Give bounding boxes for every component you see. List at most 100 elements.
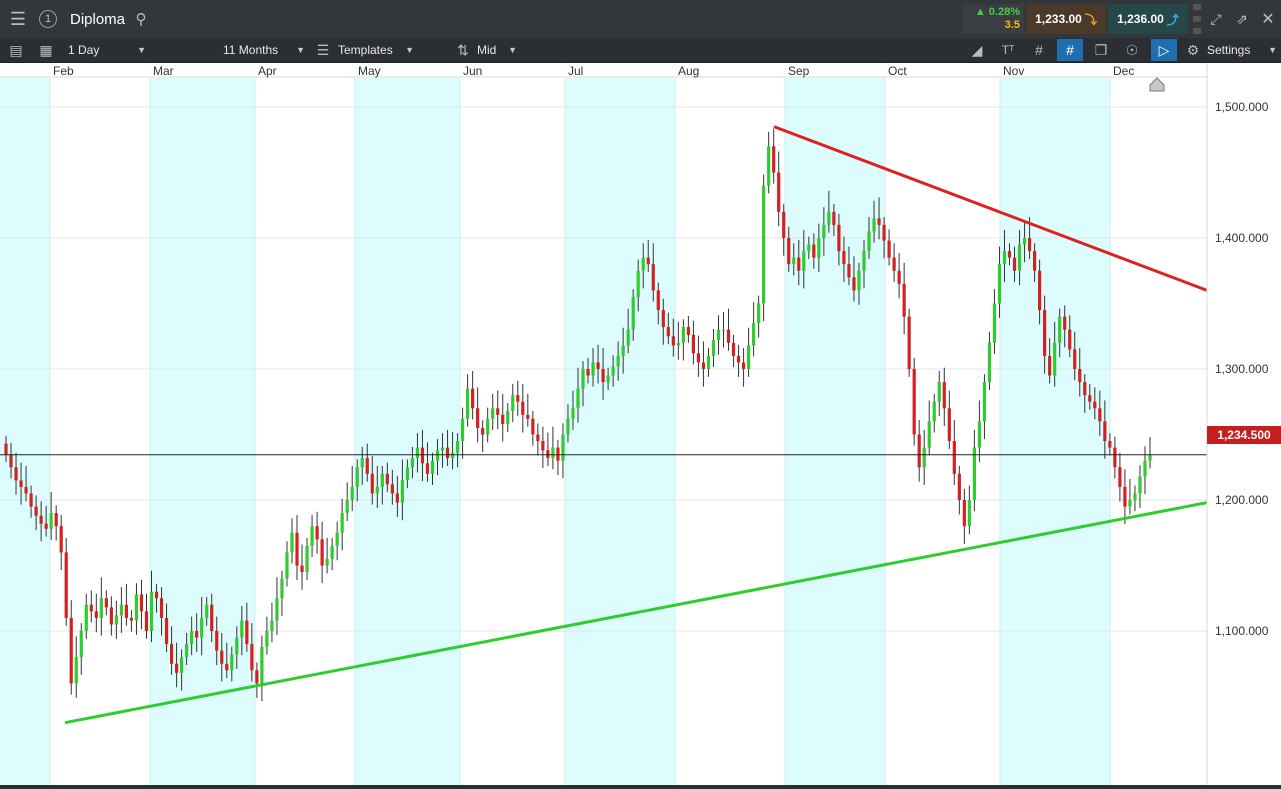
- price-type-select[interactable]: Mid ▼: [477, 38, 517, 62]
- x-tick-label: Dec: [1113, 64, 1135, 78]
- candle: [395, 475, 399, 518]
- candle: [481, 420, 485, 453]
- candle: [586, 357, 590, 384]
- candle: [139, 579, 144, 630]
- candle: [1128, 479, 1132, 515]
- candle: [957, 465, 961, 515]
- y-tick-label: 1,200.000: [1215, 493, 1269, 507]
- indicator-icon[interactable]: ☉: [1125, 41, 1139, 58]
- candle: [460, 407, 465, 459]
- candle: [972, 429, 976, 512]
- bottom-strip: [0, 785, 1281, 789]
- candle: [696, 335, 701, 377]
- hamburger-menu-icon[interactable]: ☰: [9, 8, 27, 29]
- candle: [721, 312, 726, 348]
- range-select[interactable]: 11 Months ▼: [223, 38, 305, 62]
- candle: [852, 256, 856, 302]
- window-index-badge[interactable]: 1: [39, 10, 57, 28]
- candle: [782, 203, 786, 256]
- candle: [385, 462, 389, 493]
- popout-icon[interactable]: ⇗: [1236, 10, 1248, 27]
- support-trendline[interactable]: [64, 501, 1208, 725]
- collapse-icon[interactable]: ⤢: [1210, 10, 1222, 27]
- month-band: [1000, 78, 1110, 789]
- candle: [19, 462, 23, 505]
- templates-select[interactable]: Templates ▼: [338, 38, 414, 62]
- candle: [792, 243, 796, 276]
- candle: [571, 390, 575, 430]
- candle: [360, 446, 364, 485]
- tag-icon[interactable]: ▷: [1151, 39, 1177, 61]
- crosshair-grid-icon[interactable]: #: [1057, 39, 1083, 61]
- candle: [817, 223, 821, 273]
- price-chart[interactable]: [0, 63, 1281, 789]
- home-marker-icon[interactable]: [1149, 77, 1165, 92]
- candle: [546, 432, 550, 466]
- text-tool-icon[interactable]: Tᵀ: [1001, 43, 1015, 57]
- month-band: [565, 78, 675, 789]
- chevron-down-icon: ▼: [405, 45, 414, 55]
- candle: [506, 403, 510, 432]
- sell-price-button[interactable]: 1,233.00 ⤵: [1026, 4, 1106, 34]
- x-tick-label: Nov: [1003, 64, 1025, 78]
- candle: [169, 626, 174, 675]
- candle: [425, 442, 430, 482]
- candle: [511, 384, 515, 423]
- candle: [1058, 308, 1062, 358]
- candle: [185, 632, 189, 666]
- candle: [230, 646, 234, 682]
- candle: [491, 393, 495, 430]
- candle: [962, 488, 966, 544]
- y-tick-label: 1,100.000: [1215, 624, 1269, 638]
- candle: [651, 243, 655, 302]
- resistance-trendline[interactable]: [773, 125, 1208, 292]
- settings-select[interactable]: Settings ▼: [1207, 38, 1277, 62]
- change-absolute: 3.5: [1004, 19, 1020, 31]
- candle: [225, 642, 229, 679]
- candle: [405, 459, 410, 489]
- interval-select[interactable]: 1 Day ▼: [68, 38, 146, 62]
- candle: [842, 236, 846, 282]
- x-tick-label: Oct: [888, 64, 907, 78]
- candle: [601, 348, 605, 400]
- candle: [255, 662, 259, 698]
- candle: [581, 361, 585, 407]
- candle: [606, 367, 610, 390]
- draw-line-icon[interactable]: ◢: [971, 41, 983, 58]
- candle: [245, 602, 249, 652]
- candle: [656, 282, 660, 325]
- candle: [942, 367, 946, 426]
- depth-bars-icon[interactable]: [1192, 4, 1202, 34]
- buy-price-button[interactable]: 1,236.00 ⤴: [1108, 4, 1188, 34]
- list-icon[interactable]: ▤: [9, 41, 23, 58]
- arrow-down-icon: ⤵: [1084, 12, 1097, 27]
- candle: [1123, 469, 1127, 525]
- candle: [772, 128, 776, 184]
- candle: [746, 327, 751, 377]
- candle: [561, 423, 565, 479]
- x-tick-label: Jul: [568, 64, 584, 78]
- candle: [862, 239, 866, 289]
- layout-icon[interactable]: ▦: [39, 41, 53, 58]
- candle: [857, 262, 861, 305]
- candle: [54, 505, 58, 541]
- candle: [1138, 465, 1142, 508]
- gear-icon[interactable]: ⚙: [1186, 41, 1200, 58]
- search-icon[interactable]: ⚲: [135, 11, 147, 28]
- candle: [280, 570, 284, 616]
- candle: [626, 308, 630, 354]
- candle: [14, 452, 18, 495]
- close-icon[interactable]: ✕: [1261, 11, 1275, 28]
- candle: [305, 537, 309, 580]
- candle: [1063, 305, 1067, 348]
- candle: [471, 370, 475, 420]
- candle: [907, 308, 911, 377]
- windows-icon[interactable]: ❐: [1094, 41, 1108, 58]
- candle: [1012, 246, 1017, 282]
- candle: [897, 253, 901, 299]
- candle: [1103, 400, 1107, 459]
- sell-price: 1,233.00: [1035, 12, 1082, 26]
- grid-icon[interactable]: #: [1035, 42, 1043, 58]
- symbol-title[interactable]: Diploma: [70, 10, 126, 28]
- chevron-down-icon: ▼: [508, 45, 517, 55]
